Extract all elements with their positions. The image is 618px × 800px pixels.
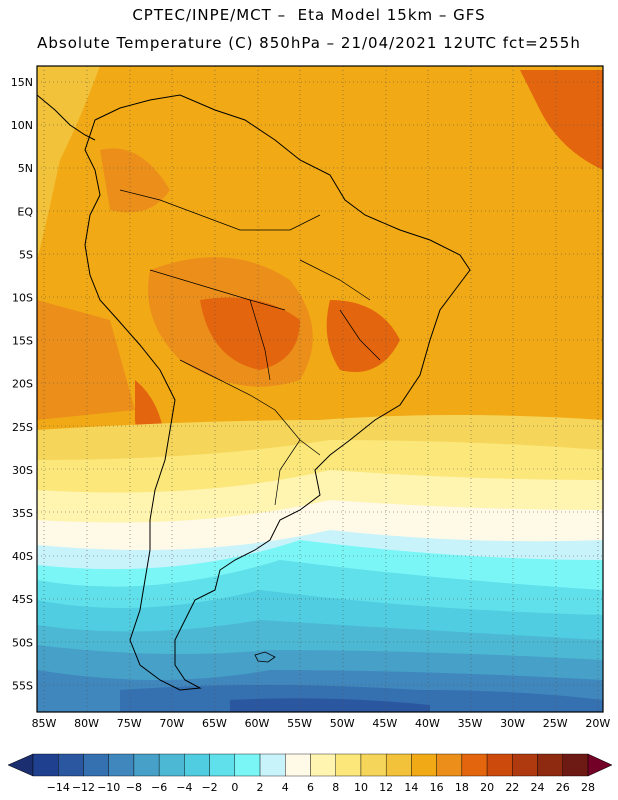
lat-label: 10S bbox=[12, 292, 33, 305]
colorbar-swatch bbox=[234, 753, 261, 777]
colorbar-swatch bbox=[512, 753, 538, 777]
colorbar-swatch bbox=[32, 753, 59, 777]
colorbar-swatch bbox=[108, 753, 135, 777]
colorbar-swatch bbox=[209, 753, 236, 777]
colorbar-swatch bbox=[436, 753, 463, 777]
colorbar-swatch bbox=[537, 753, 563, 777]
colorbar-swatch bbox=[184, 753, 210, 777]
lat-label: EQ bbox=[17, 205, 33, 218]
title-line-2: Absolute Temperature (C) 850hPa – 21/04/… bbox=[37, 34, 581, 52]
lat-label: 50S bbox=[12, 636, 33, 649]
colorbar-swatch bbox=[83, 753, 109, 777]
longitude-labels: 85W 80W 75W 70W 65W 60W 55W 50W 45W 40W 35W 30W 25W 2… bbox=[32, 717, 611, 730]
lat-label: 10N bbox=[11, 119, 33, 132]
colorbar-label: −8 bbox=[126, 781, 142, 794]
colorbar-swatch bbox=[158, 753, 185, 777]
lat-label: 5S bbox=[19, 248, 33, 261]
lat-label: 30S bbox=[12, 464, 33, 477]
colorbar-high-arrow bbox=[587, 753, 613, 777]
colorbar-label: −12 bbox=[72, 781, 95, 794]
temperature-field bbox=[37, 66, 603, 712]
country-borders bbox=[119, 189, 381, 506]
title-line-1: CPTEC/INPE/MCT – Eta Model 15km – GFS bbox=[132, 6, 486, 24]
temperature-map: 15N 10N 5N EQ 5S 10S 15S 20S 25S 30S 35S 40S 45S 50S 5… bbox=[11, 65, 611, 730]
colorbar-swatch bbox=[310, 753, 336, 777]
colorbar-label: 14 bbox=[404, 781, 418, 794]
lat-label: 20S bbox=[12, 378, 33, 391]
colorbar-swatch bbox=[259, 753, 286, 777]
colorbar-label: 12 bbox=[379, 781, 393, 794]
colorbar-label: 4 bbox=[282, 781, 289, 794]
lon-label: 40W bbox=[415, 717, 440, 730]
lat-label: 15S bbox=[12, 335, 33, 348]
lon-label: 20W bbox=[585, 717, 610, 730]
falkland-islands bbox=[254, 651, 276, 663]
colorbar-label: −6 bbox=[151, 781, 167, 794]
lat-label: 35S bbox=[12, 507, 33, 520]
colorbar-swatch bbox=[411, 753, 437, 777]
lon-label: 85W bbox=[32, 717, 57, 730]
colorbar-label: 22 bbox=[505, 781, 519, 794]
latitude-labels: 15N 10N 5N EQ 5S 10S 15S 20S 25S 30S 35S 40S 45S 50S 5… bbox=[11, 76, 34, 692]
colorbar-label: 8 bbox=[332, 781, 339, 794]
colorbar-label: −10 bbox=[97, 781, 120, 794]
color-scale-bar: −14 −12 −10 −8 −6 −4 −2 0 2 4 6 8 10 12 14 16 18 20 22 24 26… bbox=[7, 753, 613, 794]
lat-label: 15N bbox=[11, 76, 33, 89]
lon-label: 45W bbox=[372, 717, 397, 730]
colorbar-swatch bbox=[335, 753, 362, 777]
lon-label: 30W bbox=[500, 717, 525, 730]
lon-label: 60W bbox=[245, 717, 270, 730]
colorbar-label: −4 bbox=[176, 781, 192, 794]
colorbar-swatch bbox=[461, 753, 488, 777]
colorbar-label: −14 bbox=[47, 781, 70, 794]
south-america-coastline bbox=[84, 94, 471, 691]
lon-label: 35W bbox=[458, 717, 483, 730]
colorbar-label: 24 bbox=[531, 781, 545, 794]
lon-label: 65W bbox=[202, 717, 227, 730]
colorbar-label: 18 bbox=[455, 781, 469, 794]
lat-label: 55S bbox=[12, 679, 33, 692]
lat-label: 40S bbox=[12, 550, 33, 563]
map-frame bbox=[36, 65, 604, 713]
lon-label: 70W bbox=[159, 717, 184, 730]
colorbar-label: 16 bbox=[430, 781, 444, 794]
colorbar-label: 20 bbox=[480, 781, 494, 794]
lat-label: 25S bbox=[12, 421, 33, 434]
colorbar-label: 0 bbox=[231, 781, 238, 794]
colorbar-label: 6 bbox=[307, 781, 314, 794]
colorbar-swatch bbox=[285, 753, 311, 777]
colorbar-low-arrow bbox=[7, 753, 34, 777]
colorbar-swatch bbox=[385, 753, 412, 777]
colorbar-swatch bbox=[562, 753, 589, 777]
lon-label: 25W bbox=[543, 717, 568, 730]
central-america-coastline bbox=[37, 94, 96, 141]
lon-label: 80W bbox=[74, 717, 99, 730]
colorbar-label: 2 bbox=[257, 781, 264, 794]
lon-label: 75W bbox=[117, 717, 142, 730]
colorbar-label: 26 bbox=[556, 781, 570, 794]
colorbar-label: 28 bbox=[581, 781, 595, 794]
colorbar-swatch bbox=[58, 753, 84, 777]
colorbar-swatch bbox=[486, 753, 513, 777]
lon-label: 55W bbox=[287, 717, 312, 730]
lat-label: 5N bbox=[18, 162, 33, 175]
colorbar-swatch bbox=[133, 753, 160, 777]
colorbar-label: −2 bbox=[201, 781, 217, 794]
lat-label: 45S bbox=[12, 593, 33, 606]
lon-label: 50W bbox=[330, 717, 355, 730]
colorbar-label: 10 bbox=[354, 781, 368, 794]
colorbar-swatch bbox=[360, 753, 387, 777]
